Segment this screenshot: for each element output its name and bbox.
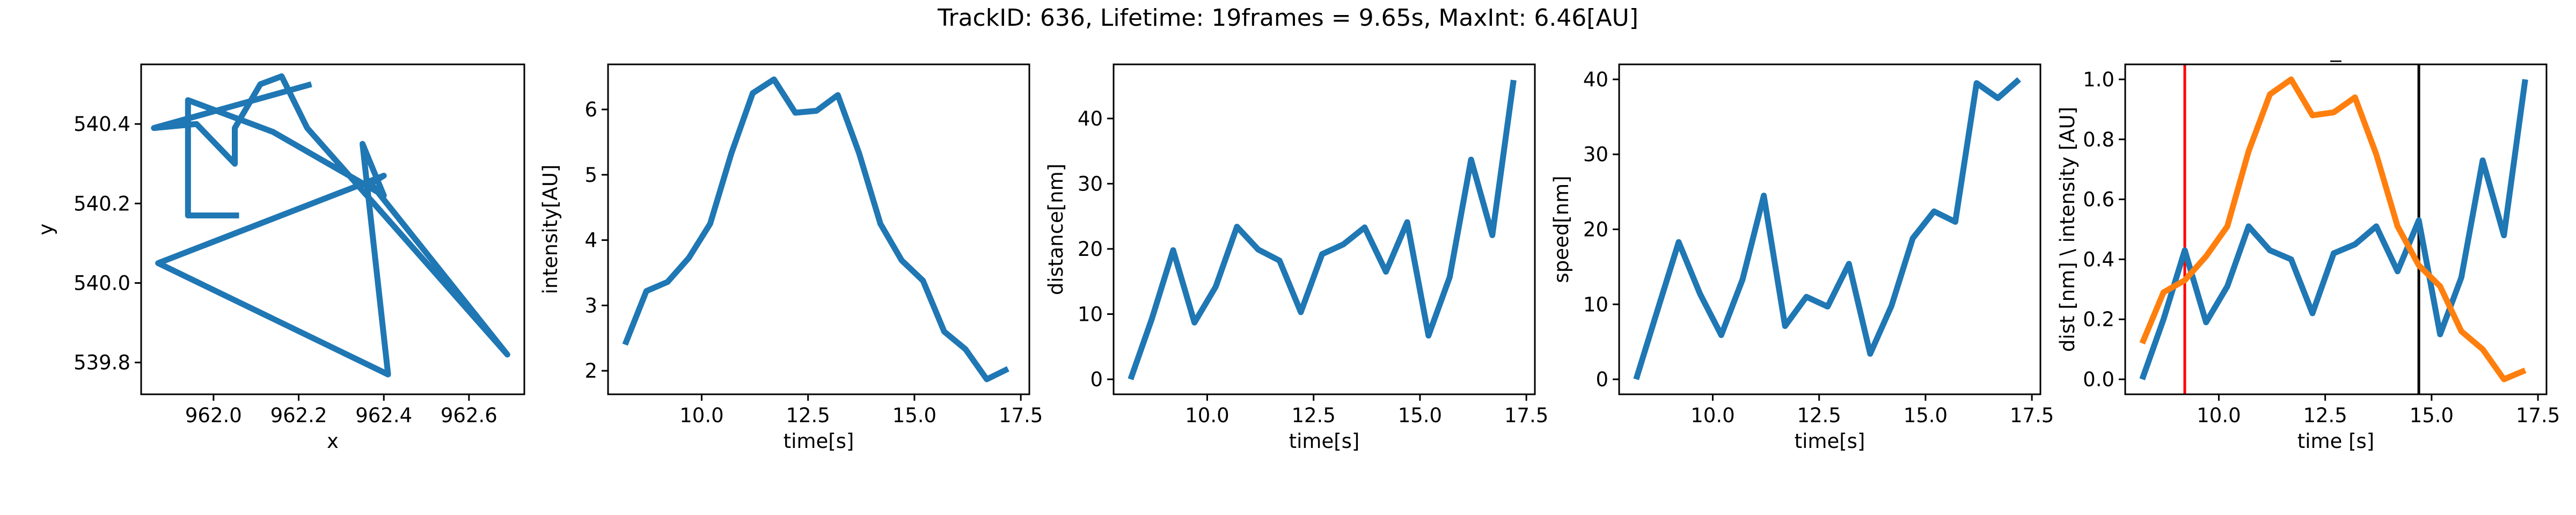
x-tick-label: 962.6 <box>441 404 497 427</box>
y-tick-label: 0.8 <box>2083 128 2114 151</box>
x-axis-label: time[s] <box>1289 430 1360 453</box>
figure-suptitle: TrackID: 636, Lifetime: 19frames = 9.65s… <box>938 4 1638 32</box>
y-tick-label: 20 <box>1583 218 1608 241</box>
y-tick-label: 10 <box>1583 293 1608 316</box>
y-tick-label: 20 <box>1078 238 1103 261</box>
x-tick-label: 12.5 <box>786 404 830 427</box>
x-tick-label: 12.5 <box>1797 404 1841 427</box>
y-tick-label: 540.2 <box>74 192 130 215</box>
x-axis-label: x <box>327 430 339 453</box>
series-line-1 <box>1633 77 2022 380</box>
series-line-1 <box>151 73 510 378</box>
x-tick-label: 17.5 <box>2516 404 2560 427</box>
y-axis-label: distance[nm] <box>1044 164 1067 295</box>
panel-title: _ <box>2330 38 2342 62</box>
y-tick-label: 1.0 <box>2083 68 2114 91</box>
axes-frame <box>2124 63 2548 395</box>
axes-frame <box>1618 63 2041 395</box>
x-tick-label: 17.5 <box>999 404 1043 427</box>
y-tick-label: 4 <box>584 229 597 252</box>
y-tick-label: 40 <box>1078 107 1103 130</box>
x-tick-label: 12.5 <box>2303 404 2347 427</box>
y-tick-label: 539.8 <box>74 351 130 374</box>
axes-frame <box>140 63 525 395</box>
axes-frame <box>1113 63 1536 395</box>
x-tick-label: 15.0 <box>1398 404 1442 427</box>
series-line-1 <box>622 76 1009 382</box>
y-tick-label: 10 <box>1078 303 1103 326</box>
y-tick-label: 30 <box>1078 172 1103 195</box>
y-tick-label: 30 <box>1583 143 1608 166</box>
x-tick-label: 962.4 <box>355 404 412 427</box>
x-tick-label: 15.0 <box>2410 404 2454 427</box>
series-line-1 <box>1128 79 1517 380</box>
x-tick-label: 15.0 <box>1904 404 1948 427</box>
y-tick-label: 2 <box>584 359 597 382</box>
y-tick-label: 3 <box>584 294 597 317</box>
x-tick-label: 962.2 <box>270 404 327 427</box>
x-tick-label: 10.0 <box>679 404 723 427</box>
x-tick-label: 10.0 <box>1690 404 1735 427</box>
y-tick-label: 0 <box>1596 368 1608 391</box>
y-tick-label: 0 <box>1090 368 1103 391</box>
x-tick-label: 17.5 <box>2010 404 2054 427</box>
y-axis-label: speed[nm] <box>1550 175 1573 283</box>
y-tick-label: 0.2 <box>2083 308 2114 331</box>
x-tick-label: 12.5 <box>1291 404 1335 427</box>
y-axis-label: intensity[AU] <box>539 165 562 295</box>
y-tick-label: 40 <box>1583 68 1608 91</box>
x-tick-label: 10.0 <box>1185 404 1229 427</box>
y-tick-label: 540.0 <box>74 272 130 295</box>
y-axis-label: dist [nm] \ intensity [AU] <box>2056 107 2079 352</box>
x-tick-label: 962.0 <box>185 404 242 427</box>
y-tick-label: 0.6 <box>2083 188 2114 211</box>
x-axis-label: time[s] <box>1795 430 1865 453</box>
series-line-1 <box>2139 79 2528 380</box>
series-line-2 <box>2139 76 2527 382</box>
x-tick-label: 15.0 <box>892 404 936 427</box>
y-tick-label: 0.4 <box>2083 248 2114 271</box>
y-tick-label: 540.4 <box>74 113 130 136</box>
axes-frame <box>607 63 1030 395</box>
y-axis-label: y <box>34 224 57 236</box>
y-tick-label: 0.0 <box>2083 368 2114 391</box>
x-tick-label: 10.0 <box>2197 404 2241 427</box>
x-axis-label: time [s] <box>2297 430 2375 453</box>
y-tick-label: 6 <box>584 98 597 121</box>
x-axis-label: time[s] <box>784 430 854 453</box>
x-tick-label: 17.5 <box>1504 404 1548 427</box>
y-tick-label: 5 <box>584 164 597 187</box>
